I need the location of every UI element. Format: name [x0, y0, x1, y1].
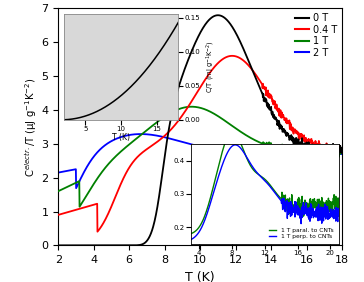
X-axis label: T (K): T (K)	[112, 133, 130, 142]
Y-axis label: C$^{electr.}$/T (μJ g$^{-1}$K$^{-2}$): C$^{electr.}$/T (μJ g$^{-1}$K$^{-2}$)	[23, 77, 39, 177]
Legend: 0 T, 0.4 T, 1 T, 2 T: 0 T, 0.4 T, 1 T, 2 T	[294, 13, 337, 58]
Legend: 1 T paral. to CNTs, 1 T perp. to CNTs: 1 T paral. to CNTs, 1 T perp. to CNTs	[268, 226, 336, 241]
X-axis label: T (K): T (K)	[185, 271, 215, 282]
Y-axis label: C/T (mJ g$^{-1}$K$^{-2}$): C/T (mJ g$^{-1}$K$^{-2}$)	[205, 41, 217, 93]
